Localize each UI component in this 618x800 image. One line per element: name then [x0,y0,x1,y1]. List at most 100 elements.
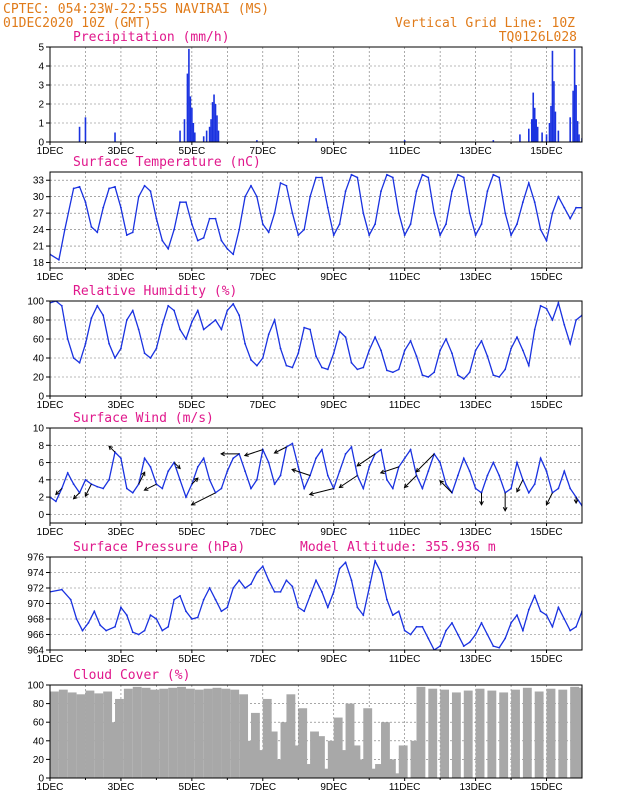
data-point [456,374,459,376]
data-point [332,352,335,355]
precip-bar [519,134,521,142]
data-point [374,559,377,562]
data-point [368,465,371,468]
data-point [439,234,442,236]
data-point [527,182,530,184]
header-datetime: 01DEC2020 10Z (GMT) [3,16,152,31]
x-tick-label: 11DEC [389,400,421,411]
y-tick-label: 60 [33,718,45,729]
data-point [462,645,465,648]
data-point [456,633,459,636]
data-point [149,465,152,468]
data-point [557,195,560,198]
x-tick-label: 9DEC [320,654,347,665]
x-tick-label: 5DEC [179,400,206,411]
cloud-bar [239,694,249,778]
series-line-temp [50,173,582,261]
data-point [462,378,465,380]
data-point [474,234,477,236]
x-tick-label: 1DEC [37,654,64,665]
series-line-pres [50,558,582,650]
data-point [250,359,252,361]
data-point [338,470,341,473]
y-tick-label: 18 [33,258,45,269]
wind-arrow [173,462,181,469]
data-point [344,336,347,338]
data-point [332,234,335,236]
data-point [208,587,211,589]
x-tick-label: 13DEC [459,272,491,283]
data-point [415,190,418,193]
data-point [303,487,306,490]
precip-bar [213,94,215,142]
cloud-bar [50,691,59,778]
wind-arrow-head [190,501,196,506]
data-point [362,614,365,617]
precip-bar [114,132,116,142]
data-point [380,190,382,193]
x-tick-label: 7DEC [249,654,276,665]
cloud-bar [230,689,240,778]
x-tick-label: 7DEC [249,400,276,411]
data-point [261,357,264,359]
data-point [232,302,235,305]
precip-bar [576,121,579,142]
data-point [102,206,105,209]
cloud-bar [212,687,222,778]
precip-bar [191,107,193,142]
data-point [386,173,388,176]
data-point [108,478,111,481]
data-point [161,239,164,242]
cloud-bar [351,745,361,778]
panel-frame [49,684,583,779]
wind-arrow [138,471,146,485]
data-point [120,347,122,350]
data-point [492,461,495,464]
y-tick-label: 2 [38,100,44,111]
data-point [255,571,258,574]
y-tick-label: 80 [33,699,45,710]
data-point [155,217,158,220]
x-tick-label: 3DEC [108,654,135,665]
data-point [66,472,69,474]
data-point [149,614,152,617]
data-point [72,357,75,359]
data-point [504,637,507,640]
cloud-bar [463,690,473,778]
data-point [167,625,170,628]
data-point [297,465,300,468]
data-point [557,606,560,609]
plot-area [50,558,582,650]
y-tick-label: 40 [33,736,45,747]
cloud-bar [132,686,142,778]
data-point [84,478,87,481]
cloud-bar [262,698,272,778]
data-point [533,483,536,486]
cloud-bar [440,689,449,778]
data-point [510,347,512,350]
y-tick-label: 100 [27,297,44,308]
data-point [575,625,577,628]
data-point [114,357,116,359]
data-point [173,598,176,601]
precip-bar [553,81,555,142]
wind-arrow-head [143,486,149,491]
precip-bar [210,119,212,142]
data-point [563,206,566,209]
data-point [545,239,548,242]
data-point [69,598,72,601]
y-tick-label: 0 [38,510,44,521]
data-point [78,185,81,188]
y-tick-label: 30 [33,192,45,203]
cloud-bar [109,722,118,778]
data-point [545,470,548,473]
precip-bar [217,130,220,142]
data-point [279,182,282,184]
data-point [161,487,164,490]
x-tick-label: 7DEC [249,146,276,157]
data-point [96,231,99,234]
y-tick-label: 964 [27,646,44,657]
data-point [167,247,170,250]
data-point [179,594,181,597]
data-point [143,457,146,460]
